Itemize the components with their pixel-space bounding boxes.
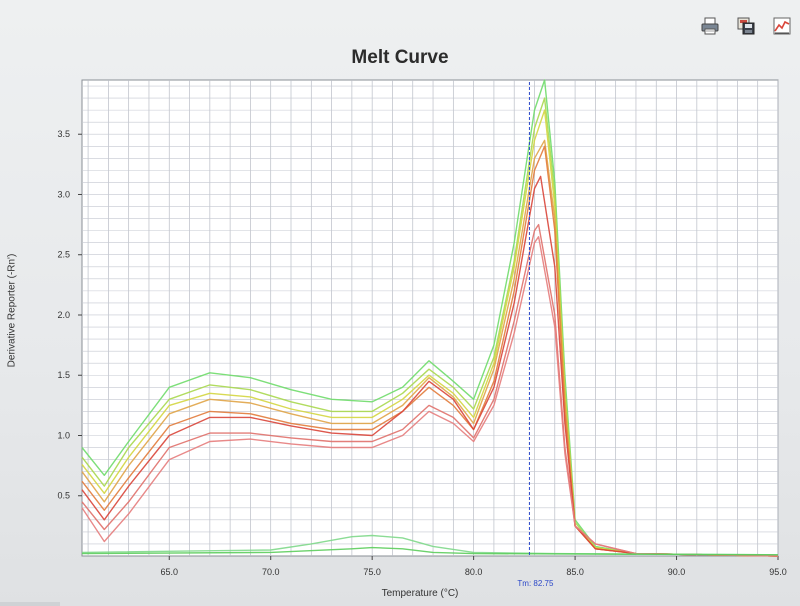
x-tick-label: 70.0 xyxy=(262,567,280,577)
tm-marker-label: Tm: 82.75 xyxy=(517,579,554,588)
x-axis-label: Temperature (°C) xyxy=(381,588,459,599)
melt-curve-series-9 xyxy=(81,534,779,556)
y-axis-label: Derivative Reporter (-Rn') xyxy=(6,253,18,368)
x-tick-label: 80.0 xyxy=(465,567,483,577)
y-tick-label: 3.0 xyxy=(57,189,70,199)
y-tick-label: 1.0 xyxy=(57,430,70,440)
y-tick-label: 2.0 xyxy=(57,310,70,320)
plot-area xyxy=(81,79,779,557)
chart-options-icon[interactable] xyxy=(770,14,794,38)
chart-title: Melt Curve xyxy=(351,47,449,68)
y-tick-label: 2.5 xyxy=(57,250,70,260)
melt-curve-series-6 xyxy=(81,175,779,557)
melt-curve-series-8 xyxy=(81,236,779,557)
legend-toggle[interactable] xyxy=(0,602,60,606)
chart-toolbar xyxy=(698,14,794,38)
print-icon[interactable] xyxy=(698,14,722,38)
x-tick-label: 85.0 xyxy=(566,567,584,577)
y-tick-label: 3.5 xyxy=(57,129,70,139)
x-tick-label: 90.0 xyxy=(668,567,686,577)
melt-curve-series-10 xyxy=(81,546,779,556)
y-tick-label: 0.5 xyxy=(57,491,70,501)
y-tick-label: 1.5 xyxy=(57,370,70,380)
melt-curve-series-4 xyxy=(81,139,779,557)
melt-curve-series-5 xyxy=(81,145,779,557)
x-tick-label: 75.0 xyxy=(363,567,381,577)
x-tick-label: 65.0 xyxy=(160,567,178,577)
save-image-icon[interactable] xyxy=(734,14,758,38)
x-tick-label: 95.0 xyxy=(769,567,787,577)
